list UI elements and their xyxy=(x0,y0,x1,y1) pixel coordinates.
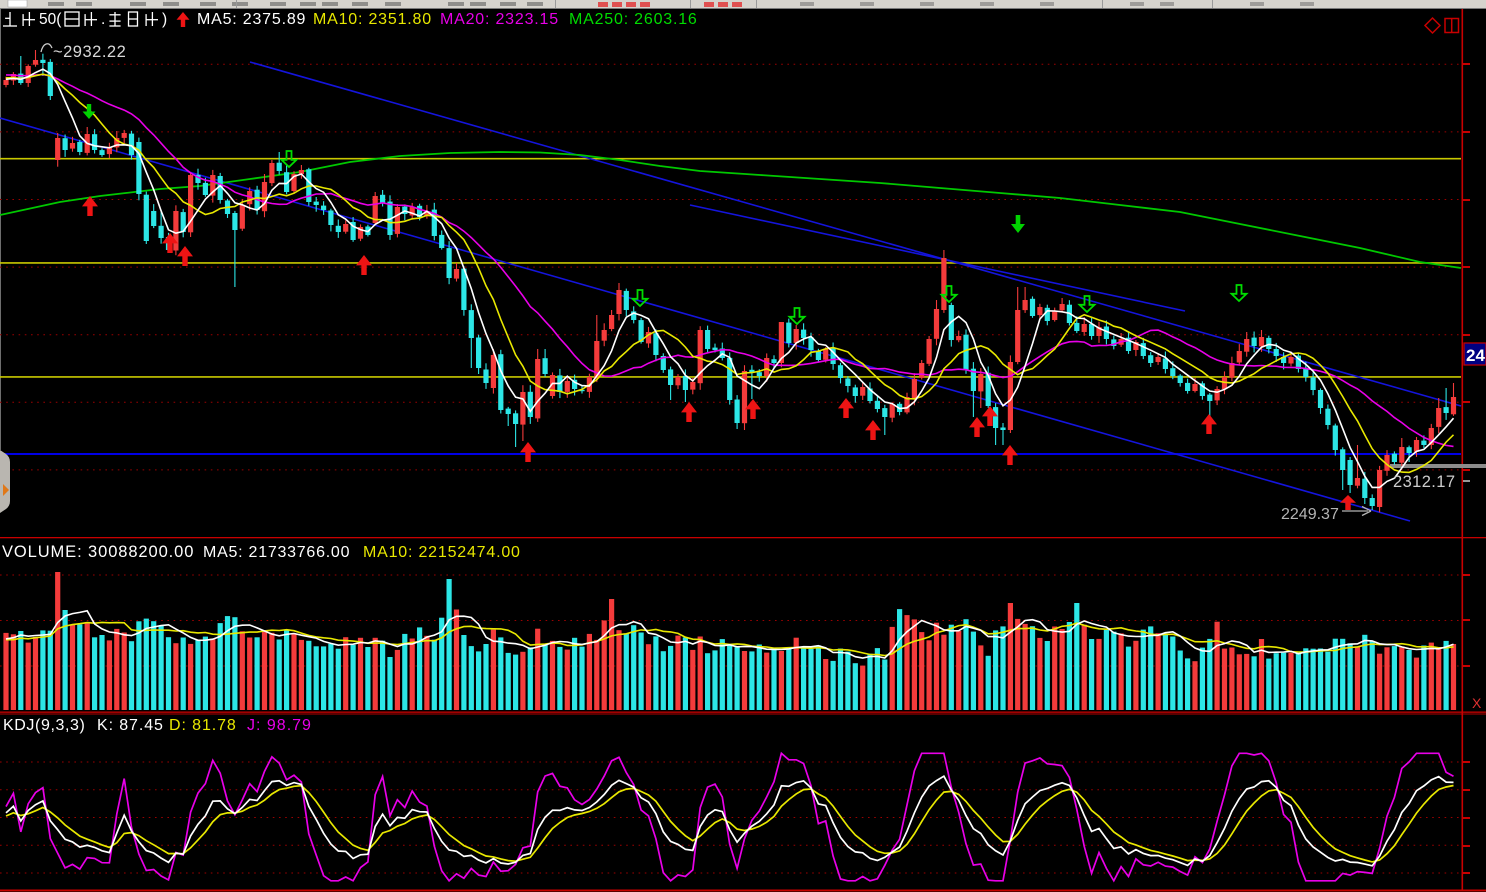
svg-text:2249.37: 2249.37 xyxy=(1281,506,1339,523)
svg-text:MA10: 2351.80: MA10: 2351.80 xyxy=(313,11,432,28)
svg-text:MA5: 21733766.00: MA5: 21733766.00 xyxy=(203,544,350,561)
svg-text:VOLUME: 30088200.00: VOLUME: 30088200.00 xyxy=(2,543,194,561)
svg-text:.: . xyxy=(101,11,105,28)
svg-text:K: 87.45: K: 87.45 xyxy=(97,717,164,734)
svg-text:X: X xyxy=(1472,695,1482,711)
svg-text:MA250: 2603.16: MA250: 2603.16 xyxy=(569,11,698,28)
svg-text:MA10: 22152474.00: MA10: 22152474.00 xyxy=(363,544,521,561)
svg-text:): ) xyxy=(162,11,167,28)
svg-text:50(: 50( xyxy=(39,11,62,28)
svg-text:J: 98.79: J: 98.79 xyxy=(247,717,312,734)
svg-text:~2932.22: ~2932.22 xyxy=(53,43,126,61)
svg-text:2312.17: 2312.17 xyxy=(1393,473,1455,491)
svg-text:D: 81.78: D: 81.78 xyxy=(169,717,237,734)
svg-text:KDJ(9,3,3): KDJ(9,3,3) xyxy=(3,717,85,734)
svg-text:MA20: 2323.15: MA20: 2323.15 xyxy=(440,11,559,28)
svg-text:MA5: 2375.89: MA5: 2375.89 xyxy=(197,11,306,28)
svg-text:24: 24 xyxy=(1466,346,1485,365)
